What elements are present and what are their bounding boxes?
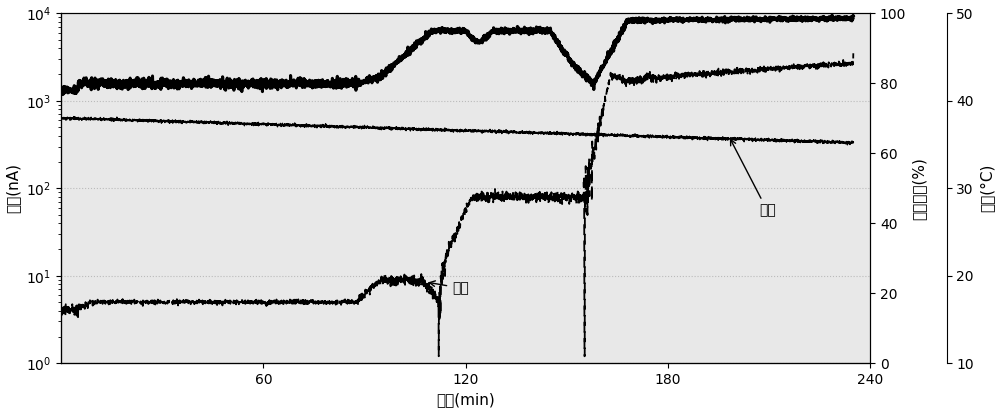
- Y-axis label: 温度(°C): 温度(°C): [979, 164, 994, 212]
- Y-axis label: 电流(nA): 电流(nA): [6, 163, 21, 213]
- Text: 湿度: 湿度: [0, 412, 1, 413]
- Y-axis label: 相对湿度(%): 相对湿度(%): [912, 157, 927, 220]
- Text: 温度: 温度: [731, 140, 776, 218]
- Text: 电流: 电流: [429, 281, 469, 295]
- X-axis label: 时间(min): 时间(min): [436, 392, 495, 408]
